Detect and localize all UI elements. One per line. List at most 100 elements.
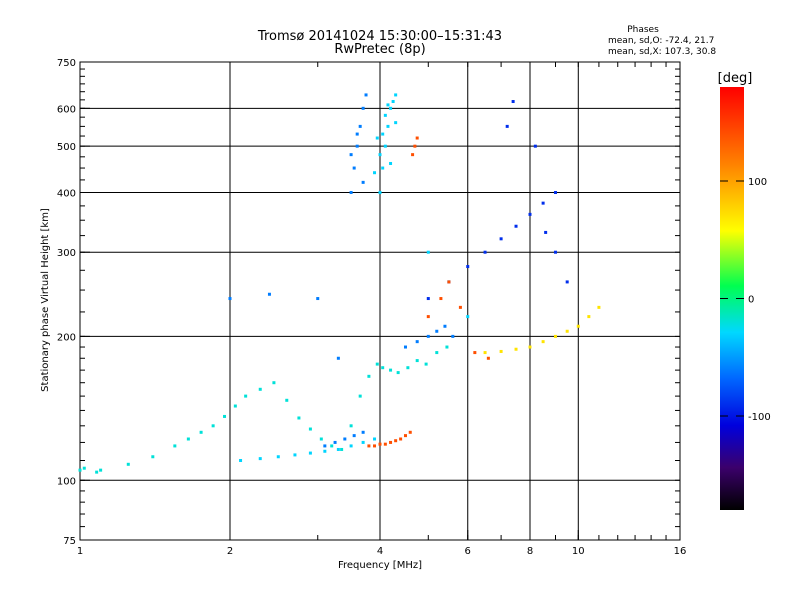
data-point bbox=[466, 315, 470, 319]
data-point bbox=[375, 136, 379, 140]
colorbar-tick-label: 0 bbox=[748, 295, 754, 306]
data-point bbox=[323, 444, 327, 448]
data-point bbox=[458, 305, 462, 309]
data-point bbox=[587, 315, 591, 319]
data-point bbox=[258, 387, 262, 391]
data-point bbox=[424, 362, 428, 366]
data-point bbox=[349, 424, 353, 428]
data-point bbox=[349, 153, 353, 157]
data-point bbox=[272, 381, 276, 385]
colorbar-tick-label: 100 bbox=[748, 177, 767, 188]
data-point bbox=[499, 349, 503, 353]
data-point bbox=[528, 212, 532, 216]
x-tick-label: 16 bbox=[674, 546, 687, 557]
data-point bbox=[355, 132, 359, 136]
data-point bbox=[553, 250, 557, 254]
y-tick-label: 200 bbox=[57, 332, 76, 343]
data-point bbox=[399, 437, 403, 441]
data-point bbox=[383, 113, 387, 117]
colorbar: [deg] 100 0 -100 bbox=[718, 71, 771, 510]
data-point bbox=[378, 153, 382, 157]
data-point bbox=[330, 444, 334, 448]
data-point bbox=[308, 427, 312, 431]
x-tick-label: 1 bbox=[77, 546, 83, 557]
data-point bbox=[466, 265, 470, 269]
x-tick-label: 8 bbox=[527, 546, 533, 557]
data-point bbox=[505, 124, 509, 128]
data-point bbox=[576, 324, 580, 328]
data-point bbox=[447, 280, 451, 284]
data-point bbox=[394, 93, 398, 97]
data-point bbox=[367, 444, 371, 448]
chart-subtitle: RwPretec (8p) bbox=[334, 42, 425, 57]
data-point bbox=[394, 439, 398, 443]
scatter-points bbox=[78, 93, 601, 474]
data-point bbox=[403, 434, 407, 438]
data-point bbox=[389, 368, 393, 372]
data-point bbox=[415, 136, 419, 140]
y-tick-label: 100 bbox=[57, 476, 76, 487]
data-point bbox=[533, 144, 537, 148]
data-point bbox=[336, 447, 340, 451]
data-point bbox=[233, 404, 237, 408]
y-tick-label: 600 bbox=[57, 104, 76, 115]
data-point bbox=[378, 442, 382, 446]
data-point bbox=[391, 100, 395, 104]
data-point bbox=[308, 451, 312, 455]
data-point bbox=[389, 161, 393, 165]
y-tick-label: 300 bbox=[57, 248, 76, 259]
data-point bbox=[349, 190, 353, 194]
data-point bbox=[361, 180, 365, 184]
data-point bbox=[383, 144, 387, 148]
data-point bbox=[343, 437, 347, 441]
data-point bbox=[389, 440, 393, 444]
data-point bbox=[349, 444, 353, 448]
data-point bbox=[361, 430, 365, 434]
y-axis-label: Stationary phase Virtual Height [km] bbox=[40, 208, 51, 392]
data-point bbox=[375, 362, 379, 366]
data-point bbox=[389, 106, 393, 110]
data-point bbox=[597, 305, 601, 309]
data-point bbox=[406, 366, 410, 370]
data-point bbox=[267, 292, 271, 296]
data-point bbox=[228, 297, 232, 301]
data-point bbox=[486, 356, 490, 360]
grid bbox=[80, 62, 680, 540]
data-point bbox=[323, 449, 327, 453]
y-axis: 75 100 200 300 400 500 600 750 bbox=[57, 58, 680, 547]
data-point bbox=[285, 398, 289, 402]
data-point bbox=[541, 201, 545, 205]
x-tick-label: 4 bbox=[377, 546, 383, 557]
data-point bbox=[386, 103, 390, 107]
data-point bbox=[358, 124, 362, 128]
data-point bbox=[514, 224, 518, 228]
y-tick-label: 500 bbox=[57, 142, 76, 153]
data-point bbox=[511, 100, 515, 104]
data-point bbox=[244, 394, 248, 398]
data-point bbox=[439, 297, 443, 301]
colorbar-ticks: 100 0 -100 bbox=[720, 177, 771, 423]
data-point bbox=[435, 329, 439, 333]
x-tick-label: 6 bbox=[465, 546, 471, 557]
data-point bbox=[408, 430, 412, 434]
data-point bbox=[276, 455, 280, 459]
x-axis: 1 2 4 6 8 10 16 bbox=[77, 62, 687, 557]
data-point bbox=[378, 190, 382, 194]
data-point bbox=[367, 374, 371, 378]
data-point bbox=[373, 444, 377, 448]
data-point bbox=[82, 466, 86, 470]
y-tick-label: 75 bbox=[63, 536, 76, 547]
data-point bbox=[333, 440, 337, 444]
stats-label: Phases bbox=[627, 25, 659, 35]
data-point bbox=[396, 371, 400, 375]
data-point bbox=[415, 340, 419, 344]
colorbar-label: [deg] bbox=[718, 71, 753, 86]
x-tick-label: 10 bbox=[572, 546, 585, 557]
data-point bbox=[541, 340, 545, 344]
data-point bbox=[355, 144, 359, 148]
data-point bbox=[483, 351, 487, 355]
data-point bbox=[258, 457, 262, 461]
data-point bbox=[173, 444, 177, 448]
data-point bbox=[199, 430, 203, 434]
data-point bbox=[386, 124, 390, 128]
